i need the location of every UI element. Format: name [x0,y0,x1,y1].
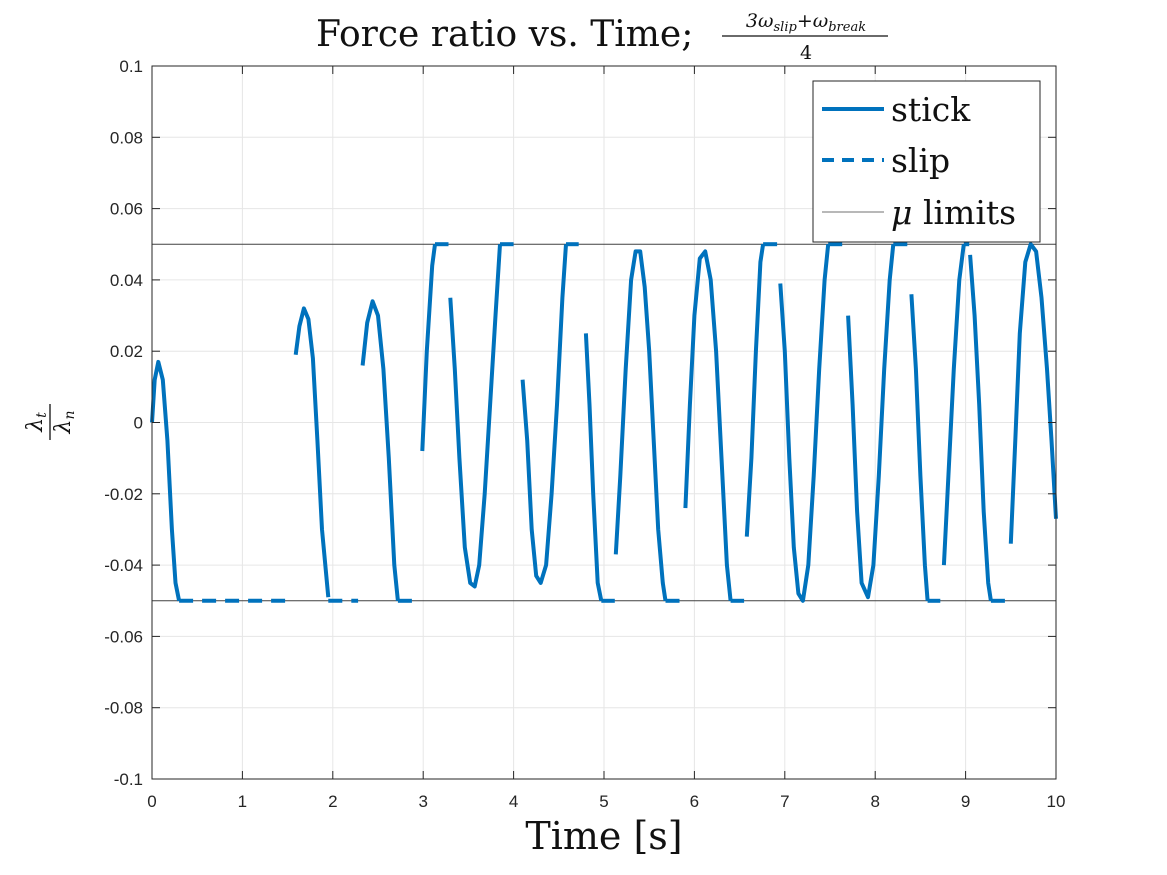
stick-segment [778,243,831,603]
stick-segment [846,243,896,600]
x-tick-label: 6 [690,792,699,811]
stick-segment [150,359,182,602]
y-tick-label: -0.1 [114,770,143,789]
stick-segment [293,306,331,598]
y-tick-labels: -0.1 -0.08 -0.06 -0.04 -0.02 0 0.02 0.04 0.06 0.0… [104,57,143,789]
title-main: Force ratio vs. Time; [316,14,693,55]
x-tick-label: 3 [418,792,427,811]
y-tick-label: 0.06 [110,200,143,219]
stick-segment [583,333,604,602]
stick-segment [744,243,766,537]
legend-label-slip: slip [891,141,950,180]
y-axis-label: λt λn [23,404,78,440]
y-tick-label: 0.1 [119,57,143,76]
x-tick-label: 9 [961,792,970,811]
y-tick-label: 0.08 [110,128,143,147]
stick-segment [520,244,568,585]
x-tick-label: 7 [780,792,789,811]
stick-segment [683,249,733,602]
y-tick-label: 0 [134,414,143,433]
x-tick-labels: 0 1 2 3 4 5 6 7 8 9 10 [147,792,1065,811]
y-tick-label: 0.04 [110,271,143,290]
stick-segment [420,243,437,452]
x-tick-label: 4 [509,792,518,811]
x-tick-label: 8 [870,792,879,811]
y-tick-label: -0.06 [104,627,143,646]
stick-segment [613,249,668,602]
x-tick-label: 1 [238,792,247,811]
x-tick-label: 2 [328,792,337,811]
stick-segment [968,254,993,602]
stick-segment [909,294,930,601]
x-tick-label: 5 [599,792,608,811]
title-fraction-denominator: 4 [800,42,812,64]
y-label-denominator: λn [51,411,78,435]
title-fraction-numerator: 3ωslip+ωbreak [746,10,866,35]
legend: stick slip μ limits [812,80,1041,243]
x-axis-label: Time [s] [525,814,682,858]
legend-label-stick: stick [891,90,971,129]
stick-segment [448,244,502,589]
legend-label-limits: μ limits [891,193,1016,232]
tick-marks [151,65,1057,780]
stick-segment [1008,242,1058,544]
data-series [150,242,1058,603]
y-tick-label: -0.08 [104,699,143,718]
y-tick-label: -0.02 [104,485,143,504]
chart-title: Force ratio vs. Time; 3ωslip+ωbreak 4 [316,10,888,64]
stick-segment [360,299,400,602]
x-tick-label: 0 [147,792,156,811]
x-tick-label: 10 [1047,792,1066,811]
stick-segment [941,243,966,566]
y-label-numerator: λt [23,412,50,433]
y-tick-label: -0.04 [104,556,143,575]
y-tick-label: 0.02 [110,342,143,361]
